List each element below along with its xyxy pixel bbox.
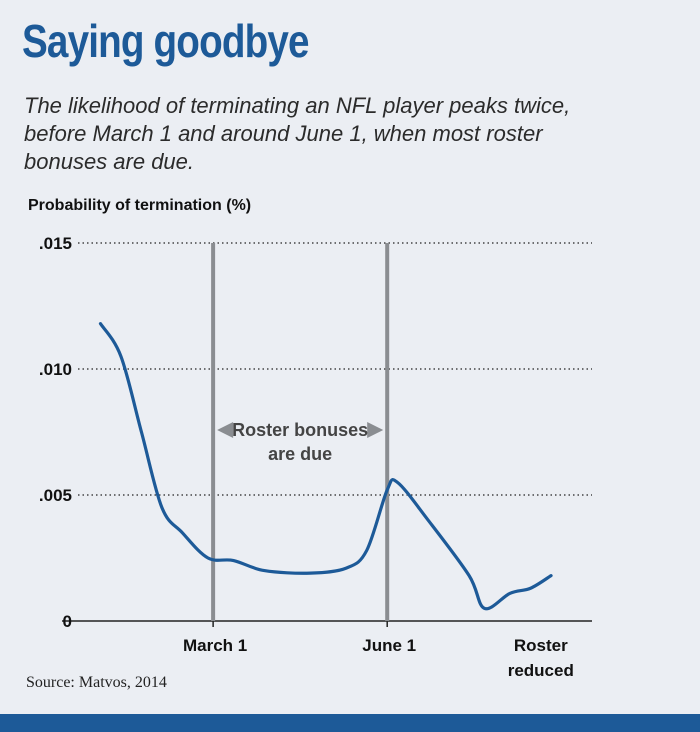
source-note: Source: Matvos, 2014 (26, 674, 167, 691)
y-tick-label: 0 (63, 612, 72, 631)
bottom-band (0, 714, 700, 732)
x-tick-label: Roster (514, 636, 568, 655)
line-chart: Probability of termination (%) .015 .010.… (28, 197, 592, 680)
annotation-text: are due (268, 444, 332, 464)
series-line (98, 322, 553, 611)
x-tick-label: reduced (508, 661, 574, 680)
left-arrow-icon (217, 422, 234, 438)
y-tick-label: .010 (39, 360, 72, 379)
y-tick-label: .005 (39, 486, 72, 505)
right-arrow-icon (367, 422, 384, 438)
annotation-text: Roster bonuses (232, 420, 368, 440)
chart-title: Saying goodbye (22, 15, 310, 67)
x-tick-label: March 1 (183, 636, 247, 655)
x-tick-label: June 1 (362, 636, 416, 655)
y-axis-label: Probability of termination (%) (28, 197, 251, 214)
chart-subtitle: The likelihood of terminating an NFL pla… (24, 93, 571, 174)
y-tick-label: .015 (39, 234, 72, 253)
